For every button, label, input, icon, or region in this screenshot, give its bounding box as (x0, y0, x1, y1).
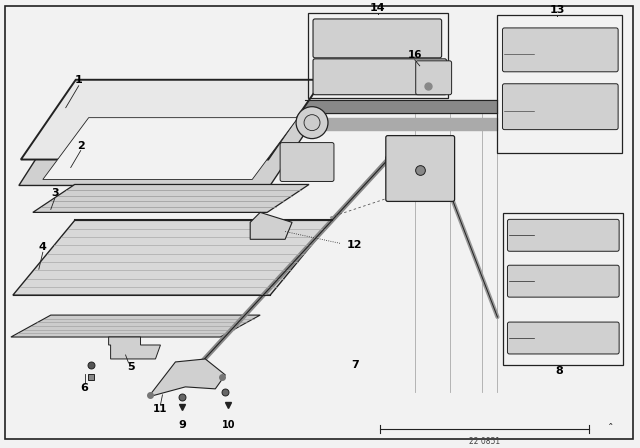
Text: 8: 8 (556, 366, 563, 376)
Text: 7: 7 (351, 360, 359, 370)
Polygon shape (13, 220, 332, 295)
Text: 5: 5 (127, 362, 134, 372)
Polygon shape (43, 118, 298, 180)
Text: 16: 16 (408, 50, 422, 60)
FancyBboxPatch shape (416, 61, 452, 95)
Text: 13: 13 (550, 5, 565, 15)
Text: ˆ: ˆ (609, 424, 614, 434)
Circle shape (304, 115, 320, 131)
Polygon shape (19, 108, 322, 185)
FancyBboxPatch shape (502, 28, 618, 72)
Text: 2: 2 (77, 141, 84, 151)
Text: 10: 10 (221, 420, 235, 430)
Polygon shape (250, 212, 292, 239)
Bar (504, 213, 623, 365)
FancyBboxPatch shape (508, 265, 619, 297)
Text: 3: 3 (51, 189, 59, 198)
FancyBboxPatch shape (313, 19, 442, 58)
Polygon shape (11, 315, 260, 337)
Polygon shape (21, 80, 323, 159)
Text: 11: 11 (153, 404, 168, 414)
FancyBboxPatch shape (508, 322, 619, 354)
FancyBboxPatch shape (313, 59, 447, 95)
Text: 22 0851: 22 0851 (469, 437, 500, 446)
Polygon shape (109, 337, 161, 359)
FancyBboxPatch shape (280, 142, 334, 181)
FancyBboxPatch shape (386, 136, 454, 202)
Text: 6: 6 (81, 383, 88, 393)
Text: 4: 4 (39, 242, 47, 252)
Bar (308, 13, 447, 98)
Bar (497, 15, 622, 153)
Polygon shape (33, 185, 309, 212)
Text: 9: 9 (179, 420, 186, 430)
Text: 14: 14 (370, 3, 386, 13)
Text: 12: 12 (347, 240, 363, 250)
Text: 1: 1 (75, 75, 83, 85)
Polygon shape (148, 359, 225, 397)
FancyBboxPatch shape (502, 84, 618, 129)
Circle shape (296, 107, 328, 138)
FancyBboxPatch shape (508, 220, 619, 251)
